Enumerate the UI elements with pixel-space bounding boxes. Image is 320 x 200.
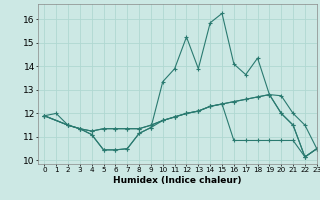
X-axis label: Humidex (Indice chaleur): Humidex (Indice chaleur) [113,176,242,185]
